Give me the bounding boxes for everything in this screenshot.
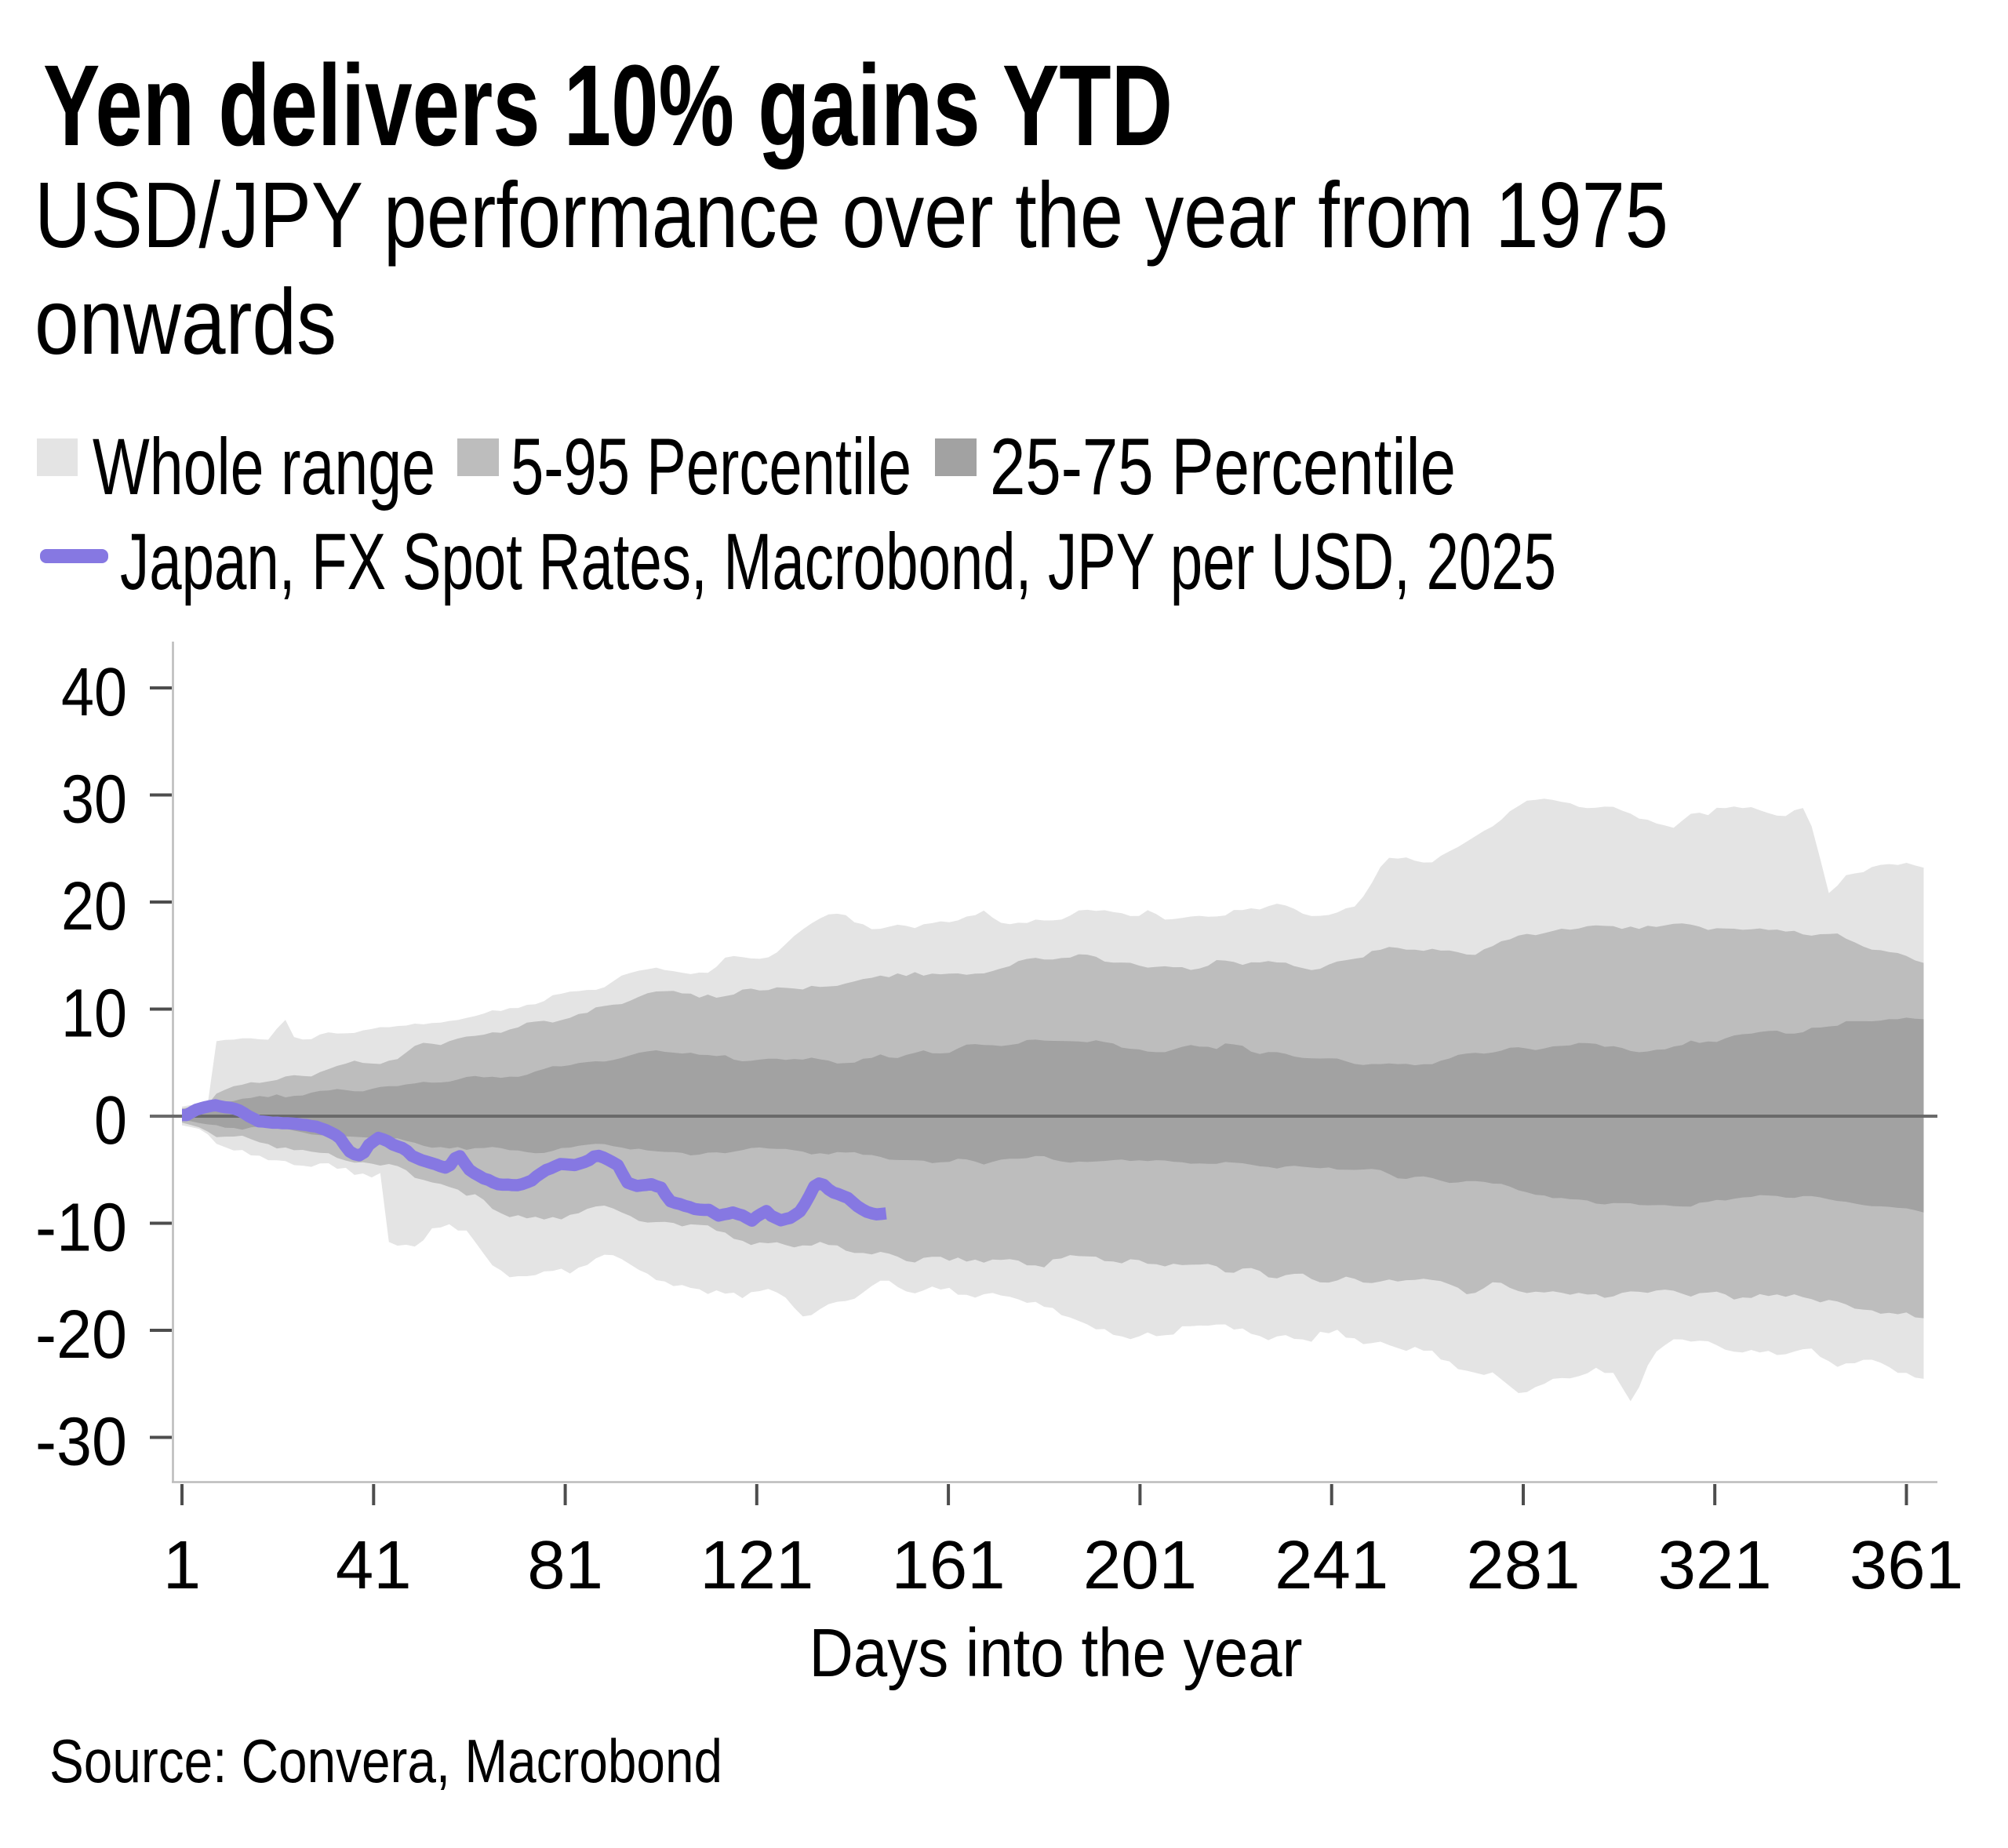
svg-text:Japan, FX Spot Rates, Macrobon: Japan, FX Spot Rates, Macrobond, JPY per… <box>120 517 1556 606</box>
svg-text:0: 0 <box>94 1082 127 1159</box>
svg-text:25-75 Percentile: 25-75 Percentile <box>990 422 1456 511</box>
svg-text:161: 161 <box>892 1527 1006 1603</box>
svg-text:241: 241 <box>1275 1527 1388 1603</box>
svg-text:121: 121 <box>700 1527 813 1603</box>
svg-text:-30: -30 <box>35 1404 127 1480</box>
svg-text:USD/JPY performance over the y: USD/JPY performance over the year from 1… <box>35 163 1668 267</box>
svg-text:20: 20 <box>61 868 127 944</box>
svg-text:81: 81 <box>527 1527 603 1603</box>
svg-text:281: 281 <box>1466 1527 1580 1603</box>
svg-text:361: 361 <box>1850 1527 1963 1603</box>
svg-text:5-95 Percentile: 5-95 Percentile <box>511 422 911 511</box>
svg-text:1: 1 <box>163 1527 201 1603</box>
svg-text:Whole range: Whole range <box>93 422 435 511</box>
svg-text:onwards: onwards <box>35 270 336 374</box>
svg-text:40: 40 <box>61 654 127 730</box>
svg-text:-20: -20 <box>35 1297 127 1373</box>
svg-text:201: 201 <box>1083 1527 1197 1603</box>
svg-text:-10: -10 <box>35 1190 127 1266</box>
svg-text:Yen delivers 10% gains YTD: Yen delivers 10% gains YTD <box>43 42 1173 170</box>
svg-text:Source: Convera, Macrobond: Source: Convera, Macrobond <box>49 1726 722 1795</box>
svg-text:10: 10 <box>61 976 127 1052</box>
svg-text:30: 30 <box>61 762 127 838</box>
svg-text:Days into the year: Days into the year <box>809 1615 1303 1691</box>
svg-text:41: 41 <box>336 1527 412 1603</box>
svg-text:321: 321 <box>1658 1527 1772 1603</box>
